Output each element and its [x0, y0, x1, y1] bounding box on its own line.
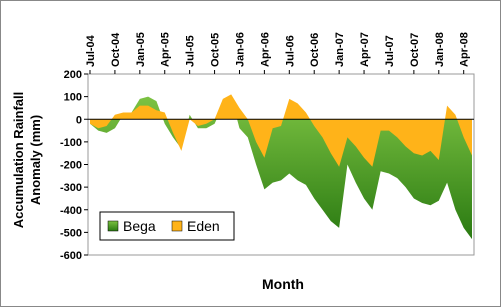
- y-axis-title: Anomaly (mm): [28, 115, 43, 205]
- x-tick-label: Oct-04: [110, 32, 122, 67]
- x-tick-label: Oct-06: [309, 33, 321, 67]
- x-tick-label: Apr-08: [459, 32, 471, 67]
- x-tick-label: Apr-05: [160, 32, 172, 67]
- y-tick-label: -400: [60, 205, 82, 217]
- x-tick-label: Jul-06: [284, 35, 296, 67]
- legend-label: Bega: [123, 218, 156, 234]
- y-tick-label: -100: [60, 137, 82, 149]
- x-tick-label: Jan-08: [434, 32, 446, 67]
- y-tick-label: 0: [76, 114, 82, 126]
- x-tick-label: Jul-07: [384, 35, 396, 67]
- y-tick-label: 200: [64, 69, 82, 81]
- legend-label: Eden: [187, 218, 220, 234]
- x-tick-label: Jul-05: [185, 35, 197, 67]
- x-tick-label: Jan-06: [234, 32, 246, 67]
- legend-box: [99, 211, 235, 241]
- y-tick-label: -500: [60, 227, 82, 239]
- y-tick-label: 100: [64, 92, 82, 104]
- y-tick-label: -600: [60, 250, 82, 262]
- area: [90, 94, 472, 167]
- x-tick-label: Jan-05: [135, 32, 147, 67]
- y-axis-title: Accumulation Rainfall: [11, 92, 26, 229]
- x-tick-label: Jan-07: [334, 32, 346, 67]
- y-tick-label: -200: [60, 160, 82, 172]
- x-tick-label: Apr-06: [259, 32, 271, 67]
- legend-swatch: [171, 220, 183, 232]
- legend-swatch: [107, 220, 119, 232]
- x-axis-title: Month: [262, 276, 304, 292]
- x-tick-label: Oct-07: [409, 33, 421, 67]
- x-tick-label: Jul-04: [85, 34, 97, 67]
- x-tick-label: Apr-07: [359, 32, 371, 67]
- x-tick-label: Oct-05: [210, 33, 222, 67]
- y-tick-label: -300: [60, 182, 82, 194]
